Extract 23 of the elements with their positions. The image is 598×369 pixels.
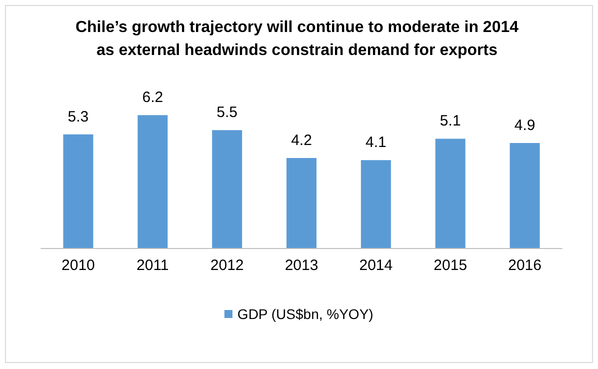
bar <box>510 143 540 248</box>
x-tick-label: 2011 <box>136 257 169 274</box>
x-tick-label: 2016 <box>508 257 542 274</box>
bar <box>63 134 94 248</box>
bar <box>138 115 168 248</box>
bar <box>360 160 391 248</box>
data-label: 6.2 <box>142 89 164 106</box>
data-label: 5.1 <box>440 112 461 130</box>
x-tick-label: 2014 <box>359 257 393 274</box>
x-tick-label: 2013 <box>284 257 318 274</box>
bar <box>435 138 466 248</box>
x-tick-label: 2012 <box>210 257 244 274</box>
chart-title: Chile’s growth trajectory will continue to moderate in 2014 as external headwinds constrain demand for exports <box>74 18 520 61</box>
data-label: 4.1 <box>366 134 386 152</box>
x-tick-label: 2015 <box>434 257 468 274</box>
data-label: 5.3 <box>68 108 89 126</box>
bar <box>212 130 242 248</box>
data-label: 4.2 <box>291 132 312 149</box>
data-label: 4.9 <box>514 117 536 134</box>
bar <box>286 158 316 248</box>
legend-label: GDP (US$bn, %YOY) <box>237 306 374 322</box>
data-label: 5.5 <box>216 104 238 122</box>
x-tick-label: 2010 <box>62 257 95 274</box>
